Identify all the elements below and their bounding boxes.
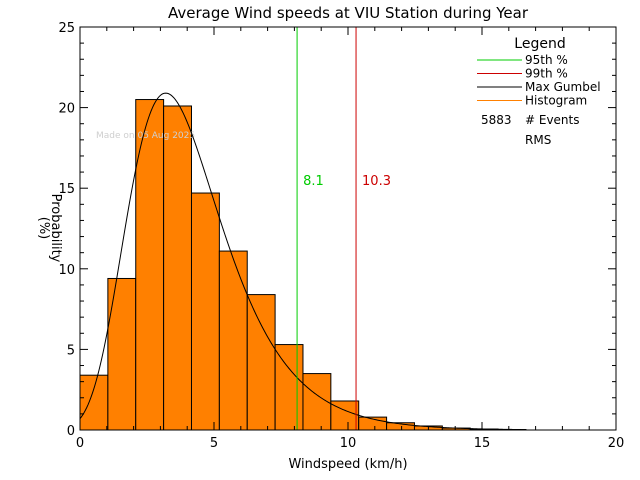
- histogram-bar-8: [302, 373, 332, 431]
- watermark-layer: Made on 05 Aug 2025: [96, 131, 195, 141]
- percentile-label-0: 8.1: [303, 174, 324, 189]
- percentile-label-1: 10.3: [362, 174, 391, 189]
- y-tick-label-4: 20: [58, 102, 75, 117]
- watermark-text: Made on 05 Aug 2025: [96, 131, 195, 141]
- y-axis-label-line1: Probability: [48, 194, 63, 263]
- x-tick-label-1: 5: [210, 436, 218, 451]
- x-tick-label-2: 10: [340, 436, 357, 451]
- x-tick-label-3: 15: [474, 436, 491, 451]
- y-tick-label-0: 0: [67, 424, 75, 439]
- x-axis-label: Windspeed (km/h): [288, 457, 407, 472]
- y-tick-label-5: 25: [58, 21, 75, 36]
- legend-events-label: # Events: [525, 113, 580, 127]
- legend-title: Legend: [514, 36, 565, 52]
- x-tick-label-4: 20: [608, 436, 625, 451]
- x-tick-label-0: 0: [76, 436, 84, 451]
- percentile-lines: 8.1 10.3: [296, 27, 391, 430]
- legend-rms-label: RMS: [525, 133, 551, 147]
- legend-label-0: 95th %: [525, 53, 568, 67]
- histogram-bar-7: [274, 344, 304, 431]
- y-tick-label-2: 10: [58, 263, 75, 278]
- histogram-bar-5: [218, 250, 248, 431]
- histogram-bar-3: [163, 105, 192, 431]
- legend-label-3: Histogram: [525, 94, 587, 108]
- histogram-bars: [79, 99, 527, 431]
- chart-title: Average Wind speeds at VIU Station durin…: [168, 4, 529, 22]
- histogram-bar-0: [79, 374, 109, 431]
- histogram-bar-4: [190, 192, 220, 431]
- legend-label-1: 99th %: [525, 67, 568, 81]
- axis-ticks: 0 5 10 15 20 0 5 10 15 20 25: [58, 21, 624, 451]
- y-axis-label-line2: (%): [36, 217, 51, 240]
- histogram-bar-6: [246, 294, 276, 431]
- histogram-bar-2: [135, 99, 165, 431]
- gumbel-curve: [79, 92, 521, 431]
- y-tick-label-3: 15: [58, 182, 75, 197]
- histogram-bar-1: [107, 277, 137, 431]
- legend-events-count: 5883: [481, 113, 512, 127]
- y-tick-label-1: 5: [67, 343, 75, 358]
- legend-label-2: Max Gumbel: [525, 80, 601, 94]
